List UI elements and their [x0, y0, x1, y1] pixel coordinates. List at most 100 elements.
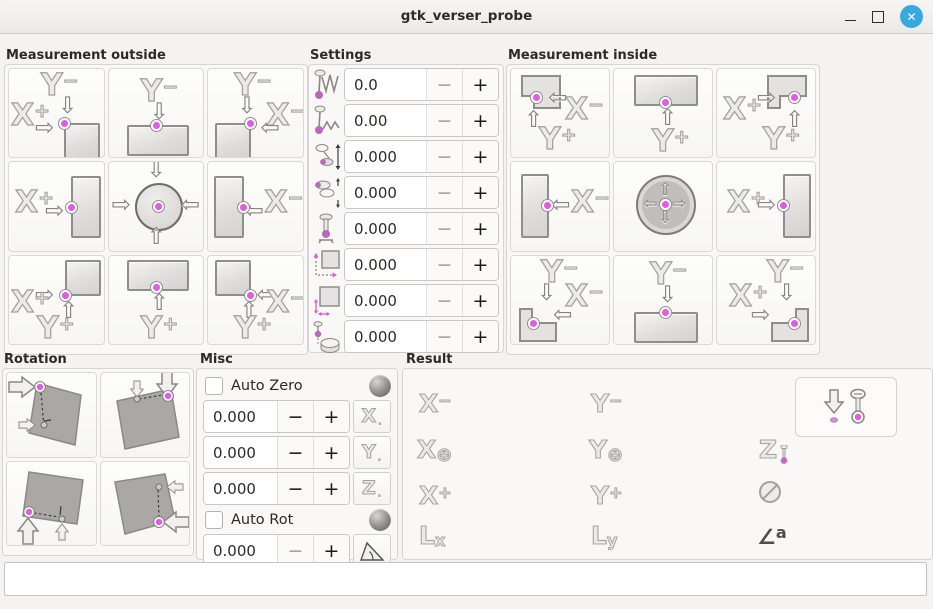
decrement-button[interactable]: −	[426, 285, 462, 316]
settings-entry[interactable]	[345, 105, 426, 136]
probe-point-dot	[66, 202, 77, 214]
arrow-left-icon: ⇦	[244, 198, 264, 225]
increment-button[interactable]: +	[462, 69, 498, 100]
y-zero-entry[interactable]	[204, 437, 277, 468]
decrement-button[interactable]: −	[426, 177, 462, 208]
arrow-down-icon: ⇩	[58, 93, 78, 119]
outside-center-button[interactable]: ⇩ ⇦ ⇧ ⇨	[107, 161, 205, 252]
arrow-down-icon: ⇩	[537, 279, 557, 306]
auto-zero-led	[369, 375, 391, 397]
probe-point-dot	[528, 317, 539, 329]
auto-rot-checkbox[interactable]	[205, 511, 223, 529]
maximize-icon	[872, 10, 884, 23]
arrow-up-icon: ⇧	[149, 289, 169, 316]
rotation-bottom-edge-button[interactable]	[6, 460, 97, 546]
outside-corner-xplus-yminus-button[interactable]: Y − X + ⇩ ⇨	[8, 68, 105, 159]
outside-corner-xminus-yplus-button[interactable]: ⇦ ⇧ X − Y +	[207, 254, 304, 345]
decrement-button[interactable]: −	[277, 473, 313, 504]
increment-button[interactable]: +	[462, 213, 498, 244]
increment-button[interactable]: +	[313, 473, 349, 504]
set-z-zero-button[interactable]: Z.	[353, 472, 391, 505]
rotation-top-edge-button[interactable]	[99, 372, 190, 458]
increment-button[interactable]: +	[313, 437, 349, 468]
decrement-button[interactable]: −	[426, 213, 462, 244]
settings-entry[interactable]	[345, 321, 426, 352]
inside-corner-xminus-yminus-button[interactable]: Y − ⇩ X − ⇦	[510, 254, 610, 345]
misc-label: Misc	[200, 352, 233, 367]
inside-corner-xminus-yplus-button[interactable]: ⇦ ⇧ X − Y +	[510, 68, 610, 159]
arrow-right-icon: ⇨	[35, 115, 55, 141]
inside-edge-yplus-button[interactable]: ⇧ Y +	[613, 68, 713, 159]
decrement-button[interactable]: −	[277, 535, 313, 566]
edge-length-icon	[313, 284, 341, 317]
result-angle-label: ∠ a	[757, 523, 787, 549]
x-zero-entry[interactable]	[204, 401, 277, 432]
outside-edge-xminus-button[interactable]: X − ⇦	[207, 161, 304, 252]
outside-corner-xplus-yplus-button[interactable]: ⇨ ⇧ X + Y +	[8, 254, 105, 345]
set-rotation-button[interactable]	[353, 534, 391, 567]
outside-edge-yminus-button[interactable]: Y − ⇩	[107, 68, 205, 159]
result-yminus-label: Y −	[590, 389, 623, 418]
rotation-section	[2, 368, 194, 556]
rotation-top-edge-icon	[115, 372, 180, 450]
decrement-button[interactable]: −	[426, 249, 462, 280]
probe-z-button[interactable]	[795, 377, 897, 437]
settings-entry[interactable]	[345, 177, 426, 208]
decrement-button[interactable]: −	[277, 437, 313, 468]
settings-entry[interactable]	[345, 249, 426, 280]
arrow-up-icon: ⇧	[239, 297, 259, 324]
probe-point-dot	[531, 92, 542, 103]
settings-entry[interactable]	[345, 285, 426, 316]
set-y-zero-button[interactable]: Y.	[353, 436, 391, 469]
decrement-button[interactable]: −	[277, 401, 313, 432]
increment-button[interactable]: +	[462, 285, 498, 316]
rotation-angle-spin: − +	[203, 534, 350, 567]
set-x-zero-button[interactable]: X.	[353, 400, 391, 433]
settings-spin: − +	[344, 212, 499, 245]
inside-edge-xminus-button[interactable]: ⇦ X −	[510, 161, 610, 252]
settings-entry[interactable]	[345, 141, 426, 172]
result-xminus-label: X −	[418, 389, 452, 418]
inside-corner-xplus-yplus-button[interactable]: ⇨ ⇧ X + Y +	[716, 68, 816, 159]
outside-corner-xminus-yminus-button[interactable]: Y − X − ⇩ ⇦	[207, 68, 304, 159]
increment-button[interactable]: +	[462, 177, 498, 208]
probe-point-dot	[238, 202, 250, 214]
decrement-button[interactable]: −	[426, 321, 462, 352]
increment-button[interactable]: +	[462, 141, 498, 172]
inside-corner-xplus-yminus-button[interactable]: Y − X + ⇩ ⇨	[716, 254, 816, 345]
decrement-button[interactable]: −	[426, 141, 462, 172]
increment-button[interactable]: +	[313, 401, 349, 432]
auto-zero-checkbox[interactable]	[205, 377, 223, 395]
close-icon: ✕	[906, 9, 917, 24]
increment-button[interactable]: +	[462, 249, 498, 280]
maximize-button[interactable]	[872, 10, 884, 23]
status-entry[interactable]	[4, 562, 927, 596]
increment-button[interactable]: +	[462, 105, 498, 136]
decrement-button[interactable]: −	[426, 69, 462, 100]
outside-edge-xplus-button[interactable]: X + ⇨	[8, 161, 105, 252]
increment-button[interactable]: +	[462, 321, 498, 352]
inside-edge-yminus-button[interactable]: Y − ⇩	[613, 254, 713, 345]
increment-button[interactable]: +	[313, 535, 349, 566]
probe-point-dot	[59, 118, 70, 129]
z-zero-entry[interactable]	[204, 473, 277, 504]
rotation-right-edge-button[interactable]	[99, 460, 190, 546]
outside-edge-yplus-button[interactable]: ⇧ Y +	[107, 254, 205, 345]
arrow-up-icon: ⇧	[59, 297, 79, 324]
inside-edge-xplus-button[interactable]: X + ⇨	[716, 161, 816, 252]
close-button[interactable]: ✕	[900, 5, 923, 28]
settings-entry[interactable]	[345, 213, 426, 244]
arrow-down-icon: ⇩	[146, 161, 166, 184]
minimize-button[interactable]	[845, 13, 856, 21]
workpiece-shape	[215, 259, 252, 296]
settings-entry[interactable]	[345, 69, 426, 100]
inside-center-button[interactable]: ⇧ ⇩ ⇦ ⇨	[613, 161, 713, 252]
auto-rot-led	[369, 509, 391, 531]
rotation-angle-entry[interactable]	[204, 535, 277, 566]
rotation-left-edge-button[interactable]	[6, 372, 97, 458]
decrement-button[interactable]: −	[426, 105, 462, 136]
arrow-down-icon: ⇩	[777, 279, 797, 306]
settings-spin: − +	[344, 68, 499, 101]
